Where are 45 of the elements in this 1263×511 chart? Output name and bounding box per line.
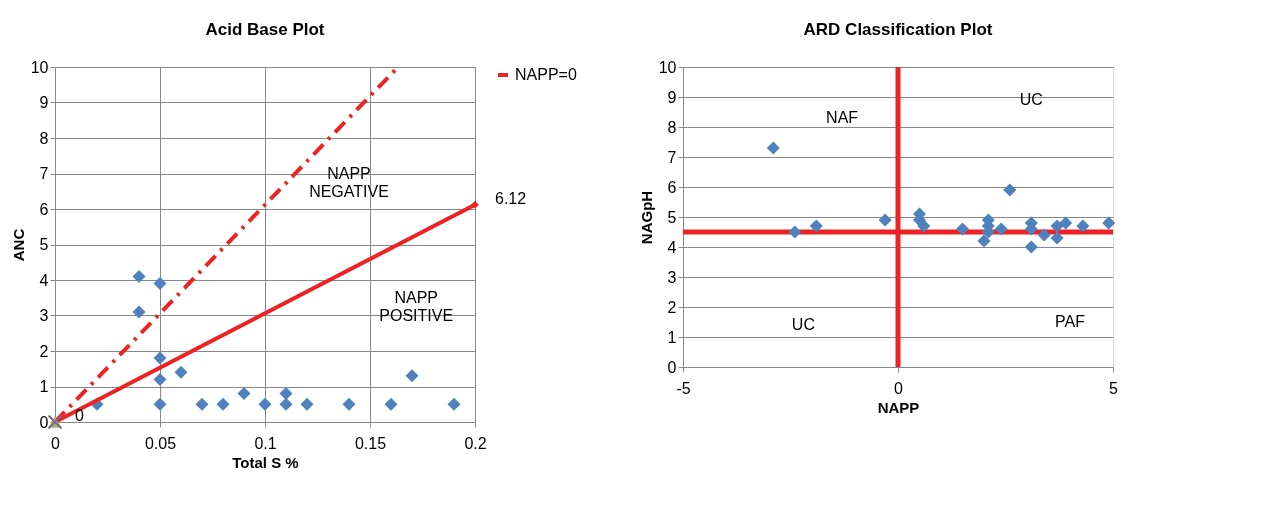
x-axis-title: NAPP [877, 398, 920, 416]
y-tick-label: 3 [667, 268, 677, 286]
y-tick-label: 8 [667, 118, 677, 136]
annotation: UC [791, 316, 815, 333]
x-tick-label: 0.05 [144, 434, 177, 452]
y-tick-label: 1 [667, 328, 677, 346]
x-tick-label: 0.15 [354, 434, 387, 452]
y-tick-label: 9 [667, 88, 677, 106]
y-tick-label: 10 [658, 58, 677, 76]
x-tick-label: -5 [676, 379, 691, 397]
annotation: NAPP NEGATIVE [309, 164, 389, 200]
legend-label: NAPP=0 [515, 66, 577, 83]
data-label: 0 [75, 407, 84, 424]
y-tick-label: 6 [39, 200, 49, 218]
x-tick-label: 0 [51, 434, 61, 452]
y-tick-label: 4 [39, 271, 49, 289]
y-tick-label: 6 [667, 178, 677, 196]
chart-title: ARD Classification Plot [803, 20, 993, 39]
y-axis-title: NAGpH [637, 190, 655, 245]
annotation: PAF [1055, 313, 1086, 330]
x-tick-label: 5 [1109, 379, 1119, 397]
y-tick-label: 2 [39, 342, 49, 360]
y-tick-label: 2 [667, 298, 677, 316]
y-tick-label: 0 [667, 358, 677, 376]
y-tick-label: 4 [667, 238, 677, 256]
x-tick-label: 0.1 [254, 434, 277, 452]
y-tick-label: 3 [39, 307, 49, 324]
x-axis-title: Total S % [232, 453, 299, 471]
y-tick-label: 5 [39, 236, 49, 253]
y-tick-label: 7 [39, 165, 49, 182]
y-tick-label: 7 [667, 148, 677, 166]
x-tick-label: 0 [894, 379, 904, 397]
chart-title: Acid Base Plot [205, 20, 325, 39]
y-tick-label: 1 [39, 378, 49, 395]
annotation: NAF [826, 109, 859, 126]
annotation: UC [1019, 91, 1043, 108]
data-label: 6.12 [495, 189, 527, 207]
y-tick-label: 8 [39, 129, 49, 147]
y-axis-title: ANC [9, 228, 27, 262]
y-tick-label: 10 [30, 58, 49, 76]
annotation: NAPP POSITIVE [379, 288, 454, 324]
x-tick-label: 0.2 [464, 434, 487, 452]
y-tick-label: 9 [39, 94, 49, 111]
y-tick-label: 5 [667, 208, 677, 226]
y-tick-label: 0 [39, 413, 49, 431]
